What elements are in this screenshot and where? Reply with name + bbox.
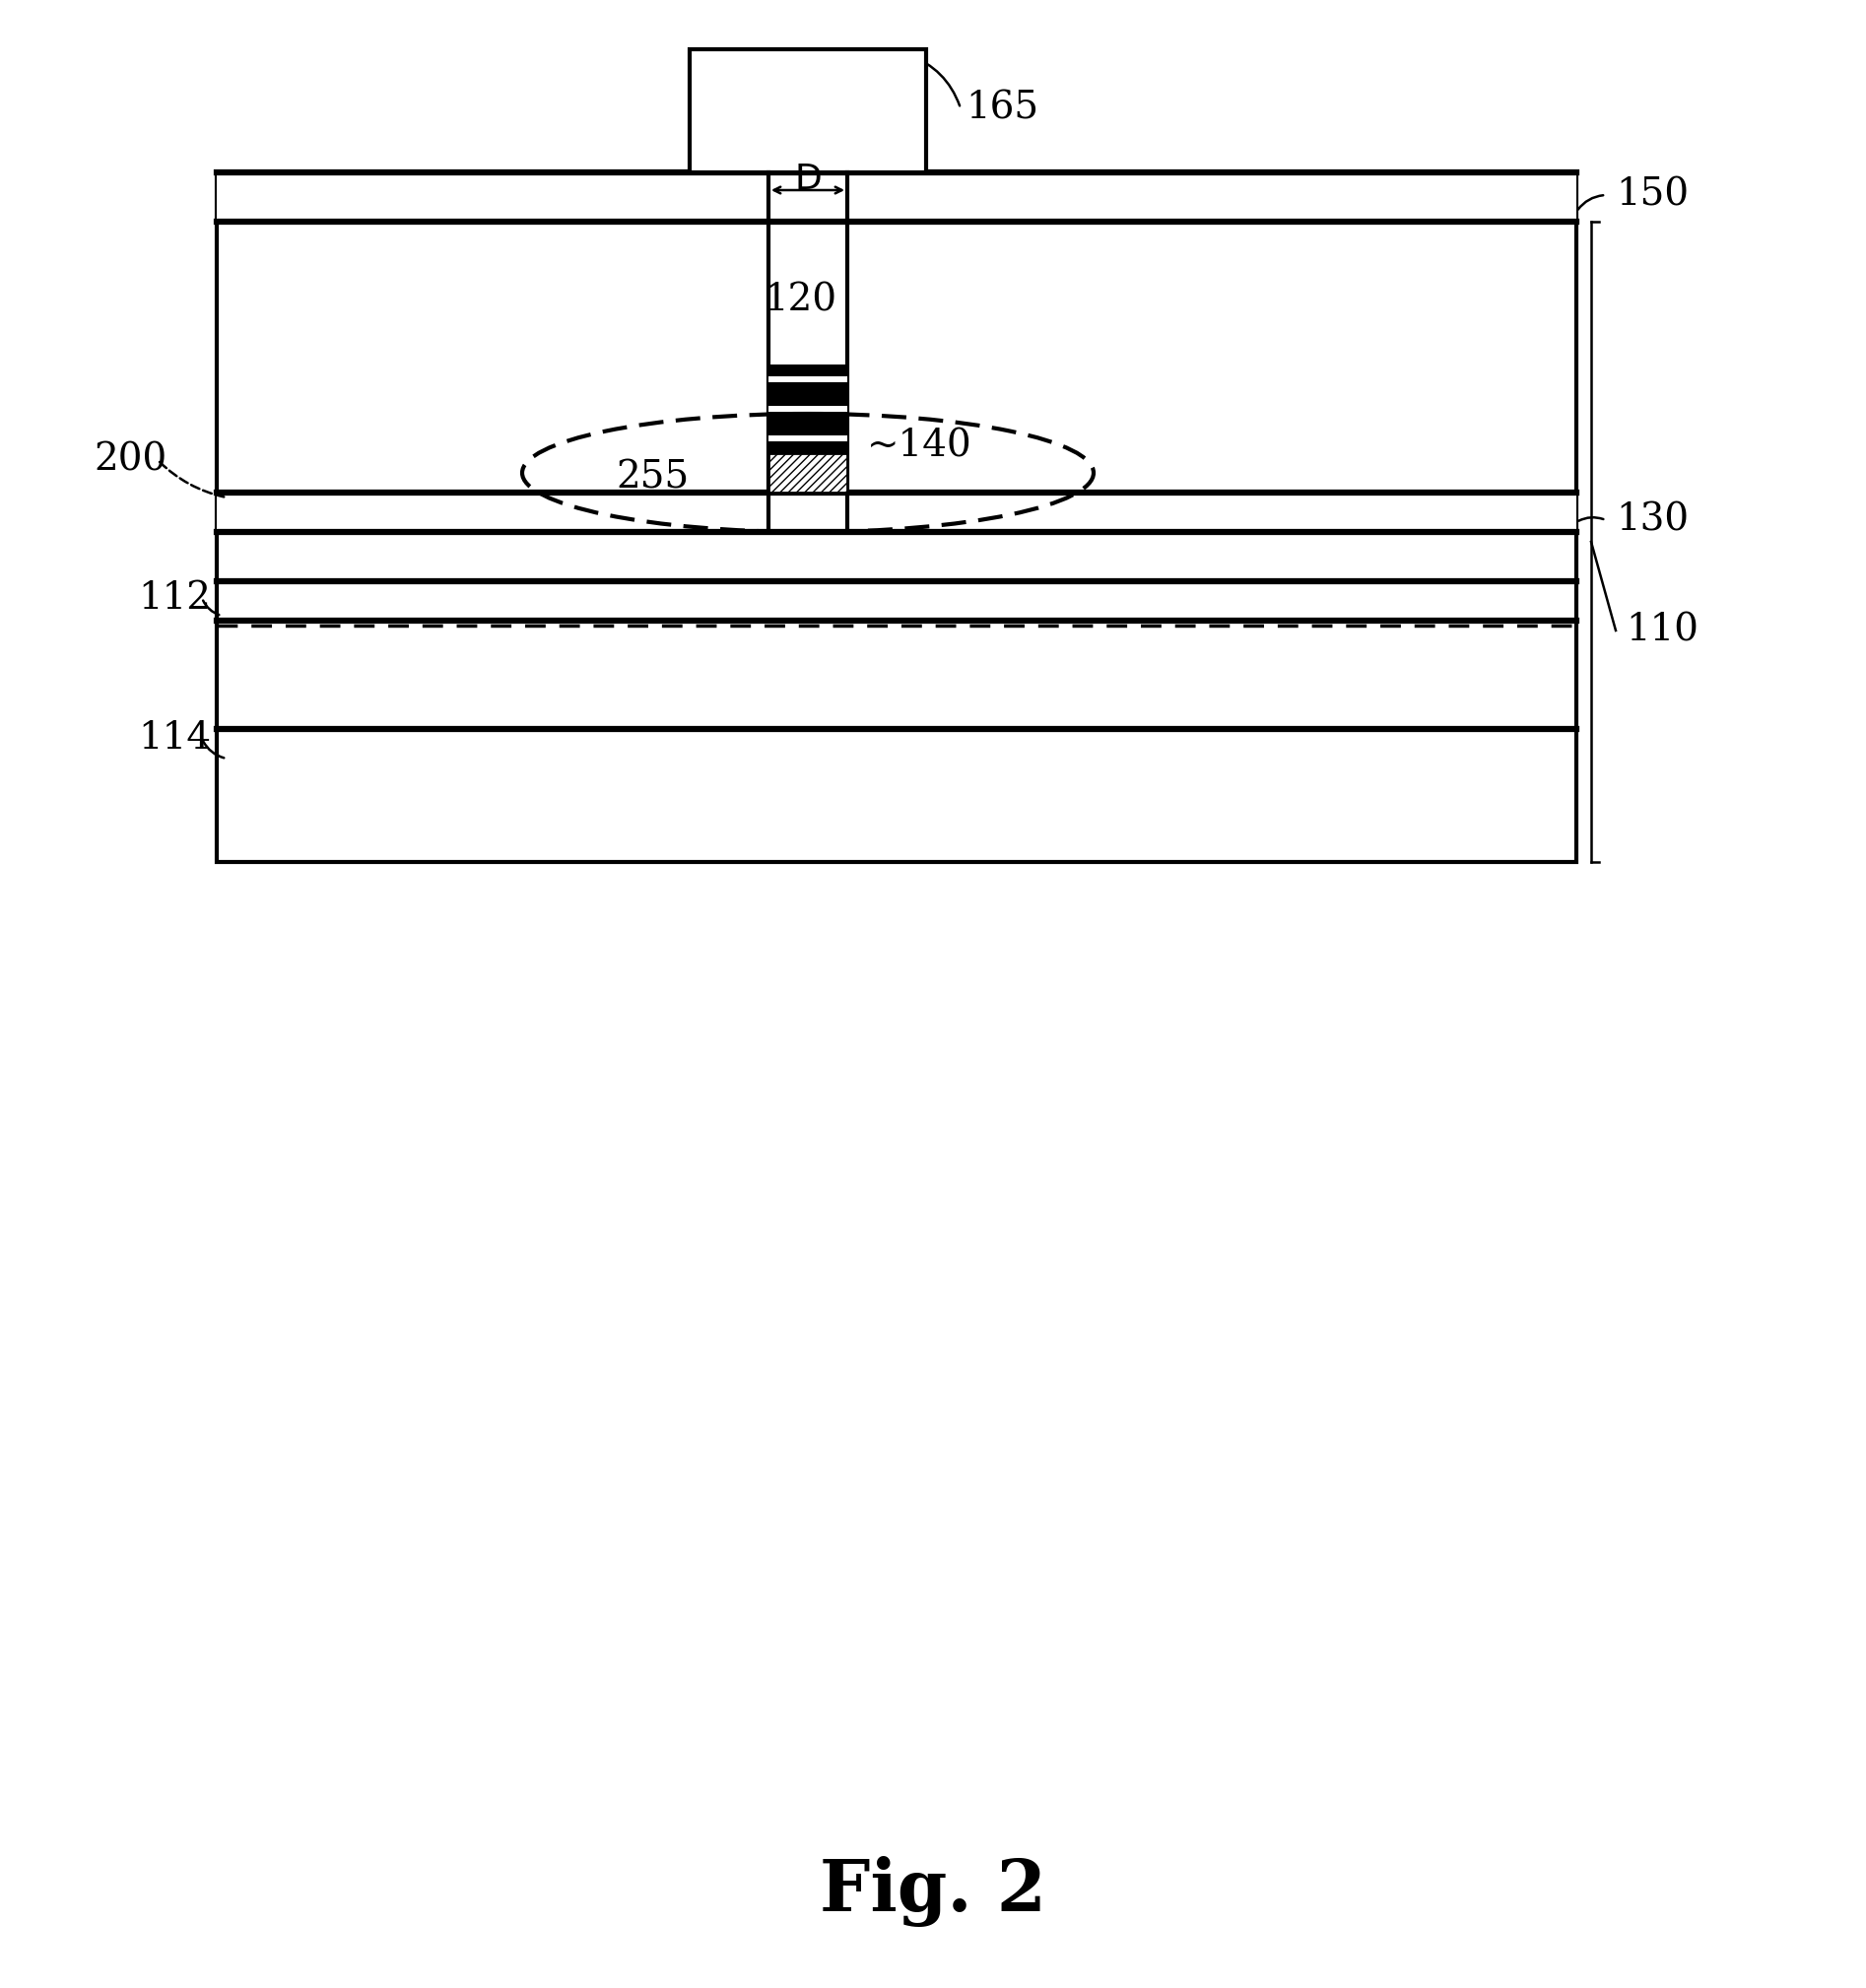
Text: 110: 110 xyxy=(1625,612,1698,648)
Bar xyxy=(216,493,1577,533)
Bar xyxy=(769,394,847,423)
Text: 200: 200 xyxy=(93,441,166,479)
Bar xyxy=(769,453,847,493)
Bar xyxy=(216,173,1577,863)
Bar xyxy=(769,364,847,394)
Bar xyxy=(769,406,847,412)
Text: 150: 150 xyxy=(1616,177,1689,213)
Text: 130: 130 xyxy=(1616,501,1689,539)
Bar xyxy=(769,435,847,441)
Text: 255: 255 xyxy=(616,459,690,497)
Text: Fig. 2: Fig. 2 xyxy=(819,1857,1047,1926)
Bar xyxy=(690,50,926,173)
Bar xyxy=(216,173,1577,221)
Bar xyxy=(769,423,847,453)
Text: 165: 165 xyxy=(965,89,1039,127)
Bar xyxy=(769,173,847,533)
Text: 112: 112 xyxy=(138,580,211,616)
Text: ~140: ~140 xyxy=(868,427,972,465)
Text: D: D xyxy=(795,163,821,197)
Text: 114: 114 xyxy=(138,720,211,757)
Bar xyxy=(769,376,847,382)
Text: 120: 120 xyxy=(763,282,836,318)
